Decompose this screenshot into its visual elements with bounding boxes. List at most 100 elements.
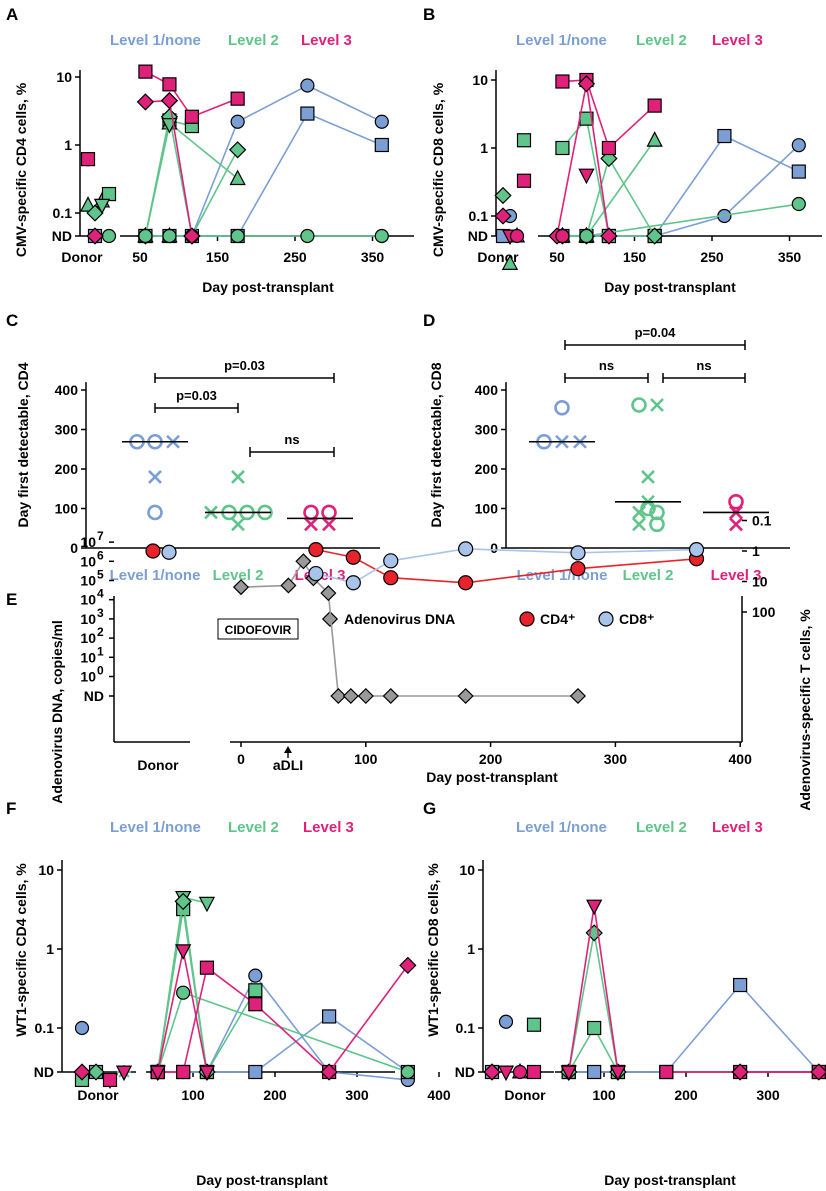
x-tick-label: 350 — [361, 249, 385, 265]
data-point — [199, 960, 215, 975]
data-point — [160, 91, 179, 110]
y-tick-label: 10 — [80, 534, 96, 550]
donor-point — [498, 1014, 514, 1029]
series-line — [157, 1015, 409, 1073]
data-point — [374, 228, 389, 244]
y2-tick-label: 1 — [752, 543, 760, 559]
y-tick-label: 1 — [64, 137, 72, 153]
marker-stroke — [322, 517, 336, 532]
panel-letter-e: E — [6, 590, 17, 609]
data-point — [136, 93, 155, 111]
y-tick-label: 10 — [56, 69, 72, 85]
y-tick-label: 1 — [467, 941, 475, 957]
data-point — [646, 131, 663, 147]
series-line — [156, 950, 208, 1073]
legend-marker — [321, 610, 339, 628]
data-point — [717, 128, 732, 144]
donor-label: Donor — [137, 757, 179, 773]
series-line — [157, 966, 330, 1073]
donor-point — [512, 1064, 528, 1080]
y-axis-label: Adenovirus DNA, copies/ml — [49, 620, 65, 804]
data-point — [383, 570, 399, 586]
series-line — [156, 908, 257, 1075]
data-point — [374, 137, 389, 153]
y2-tick-label: 10 — [752, 574, 768, 590]
legend-level2: Level 2 — [636, 32, 687, 49]
y-axis-label: WT1-specific CD8 cells, % — [425, 863, 441, 1037]
category-label: Level 2 — [213, 567, 264, 584]
panel-letter-g: G — [423, 799, 436, 818]
data-point — [570, 545, 586, 561]
data-point — [555, 74, 570, 89]
data-point — [229, 141, 247, 159]
legend-marker — [598, 611, 614, 627]
donor-point — [509, 228, 525, 244]
panel-b-chart: Level 1/none Level 2 Level 3 CMV-specifi… — [430, 32, 822, 295]
x-tick-label: 200 — [263, 1087, 287, 1103]
data-point — [649, 516, 665, 533]
donor-label: Donor — [77, 1087, 119, 1103]
y-tick-exponent: 2 — [97, 625, 104, 639]
donor-point — [494, 186, 512, 205]
donor-point — [526, 1064, 542, 1080]
data-point — [731, 1063, 749, 1081]
series-line — [145, 70, 238, 118]
y-tick-label: 300 — [475, 422, 499, 438]
donor-point — [516, 173, 532, 188]
data-point — [148, 469, 162, 484]
series-line — [561, 116, 655, 237]
y-tick-label: 10 — [80, 669, 96, 685]
y-tick-exponent: 0 — [97, 664, 104, 678]
series-line — [328, 964, 409, 1073]
legend-level3: Level 3 — [712, 819, 763, 836]
x-axis-label: Day post-transplant — [196, 1172, 328, 1188]
cidofovir-label: CIDOFOVIR — [225, 623, 292, 637]
data-point — [458, 541, 474, 557]
category-label: Level 2 — [623, 567, 674, 584]
data-point — [458, 575, 474, 591]
series-line — [156, 991, 409, 1073]
donor-point — [93, 198, 111, 215]
series-line — [156, 896, 208, 1073]
data-point — [555, 228, 570, 244]
donor-label: Donor — [61, 249, 103, 265]
x-tick-label: 400 — [729, 751, 753, 767]
x-tick-label: 300 — [345, 1087, 369, 1103]
donor-point — [86, 227, 104, 245]
x-tick-label: 150 — [623, 249, 647, 265]
y-tick-label: 10 — [472, 72, 488, 88]
data-point — [587, 1064, 602, 1080]
y-tick-label: 0.1 — [53, 205, 73, 221]
data-point — [641, 469, 655, 484]
cidofovir-box — [217, 618, 299, 640]
y-tick-label: 10 — [80, 573, 96, 589]
data-point — [399, 956, 417, 975]
marker-stroke — [148, 469, 162, 484]
series-line — [144, 119, 193, 237]
y-axis-label: WT1-specific CD4 cells, % — [13, 863, 29, 1037]
y-tick-label: 10 — [80, 553, 96, 569]
y-tick-label: 0 — [70, 540, 78, 556]
y-tick-label: 400 — [475, 382, 499, 398]
data-point — [587, 1020, 602, 1036]
data-point — [578, 168, 595, 185]
data-point — [322, 1009, 337, 1024]
series-line — [144, 124, 171, 237]
data-point — [176, 1064, 191, 1080]
data-point — [810, 1063, 826, 1081]
panel-letter-c: C — [6, 311, 18, 330]
x-tick-label: 100 — [181, 1087, 205, 1103]
x-tick-label: 150 — [206, 249, 230, 265]
data-point — [601, 140, 617, 156]
series-line — [145, 84, 383, 237]
y2-tick-label: 100 — [752, 604, 776, 620]
y-tick-label: 100 — [475, 501, 499, 517]
x-tick-label: 100 — [354, 751, 378, 767]
data-point — [198, 896, 216, 913]
x-tick-label: 300 — [756, 1087, 780, 1103]
data-point — [631, 397, 647, 413]
panel-f-chart: Level 1/none Level 2 Level 3 WT1-specifi… — [13, 819, 451, 1188]
data-point — [632, 505, 646, 520]
y-tick-label: ND — [52, 228, 72, 244]
